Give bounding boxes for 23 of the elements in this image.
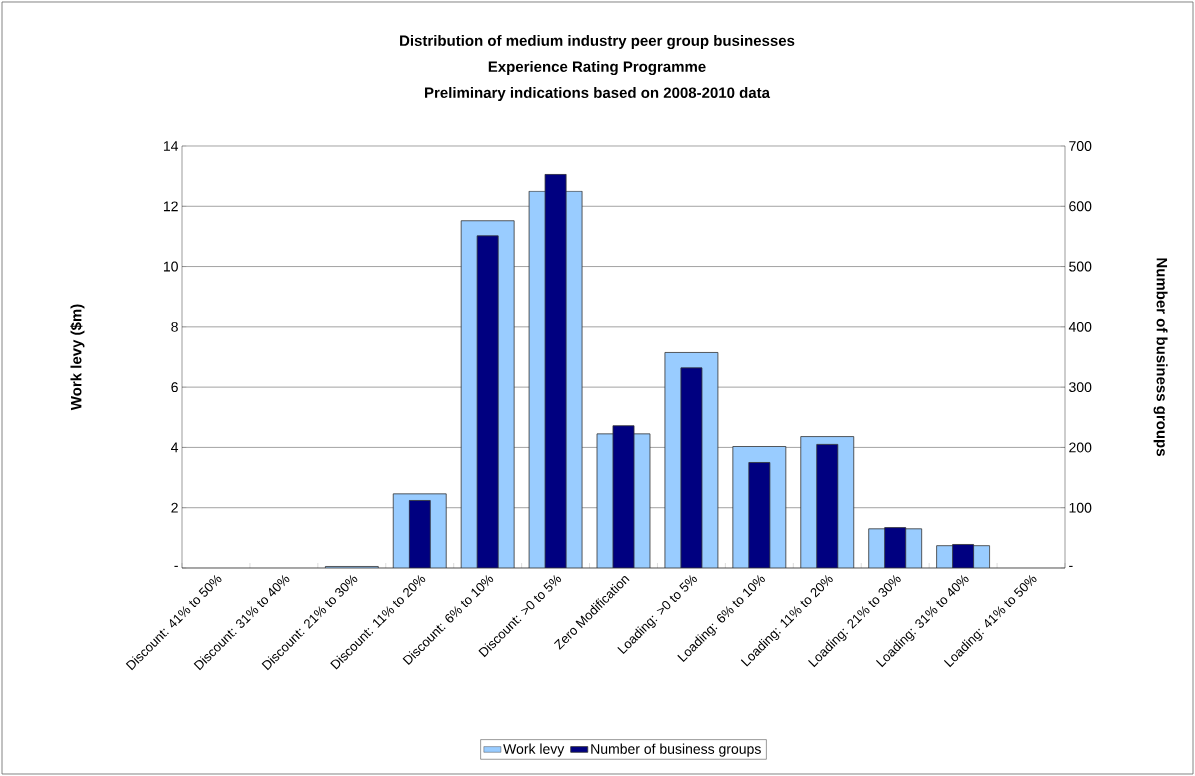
y2-tick-label: - bbox=[1069, 565, 1073, 567]
y2-tick-label: 300 bbox=[1069, 382, 1092, 393]
y-tick-label: 14 bbox=[163, 141, 179, 151]
text: Preliminary indications based on 2008-2010 data bbox=[425, 87, 771, 101]
y2-tick-label: 200 bbox=[1069, 442, 1092, 453]
legend-label: Number of business groups bbox=[591, 743, 761, 757]
y-tick-label: 2 bbox=[171, 502, 178, 513]
y-tick-label: 12 bbox=[163, 201, 178, 212]
y-tick-label: 8 bbox=[171, 321, 178, 332]
y-tick-label: - bbox=[174, 565, 178, 567]
chart-title: Distribution of medium industry peer group businesses bbox=[400, 34, 795, 50]
y-tick-label: 10 bbox=[163, 261, 178, 272]
chart-subtitle: Experience Rating Programme bbox=[488, 60, 706, 76]
y-tick-label: 6 bbox=[171, 382, 178, 393]
y2-tick-label: 400 bbox=[1068, 321, 1092, 332]
y2-tick-label: 700 bbox=[1069, 141, 1092, 151]
y2-tick-label: 600 bbox=[1069, 201, 1092, 212]
y-axis-title: Work levy ($m) bbox=[70, 304, 85, 411]
y2-tick-label: 100 bbox=[1069, 502, 1092, 513]
legend-label: Work levy bbox=[503, 743, 565, 757]
y2-axis-title: Number of business groups bbox=[1153, 258, 1168, 456]
y-tick-label: 4 bbox=[171, 442, 179, 453]
y2-tick-label: 500 bbox=[1069, 261, 1092, 272]
